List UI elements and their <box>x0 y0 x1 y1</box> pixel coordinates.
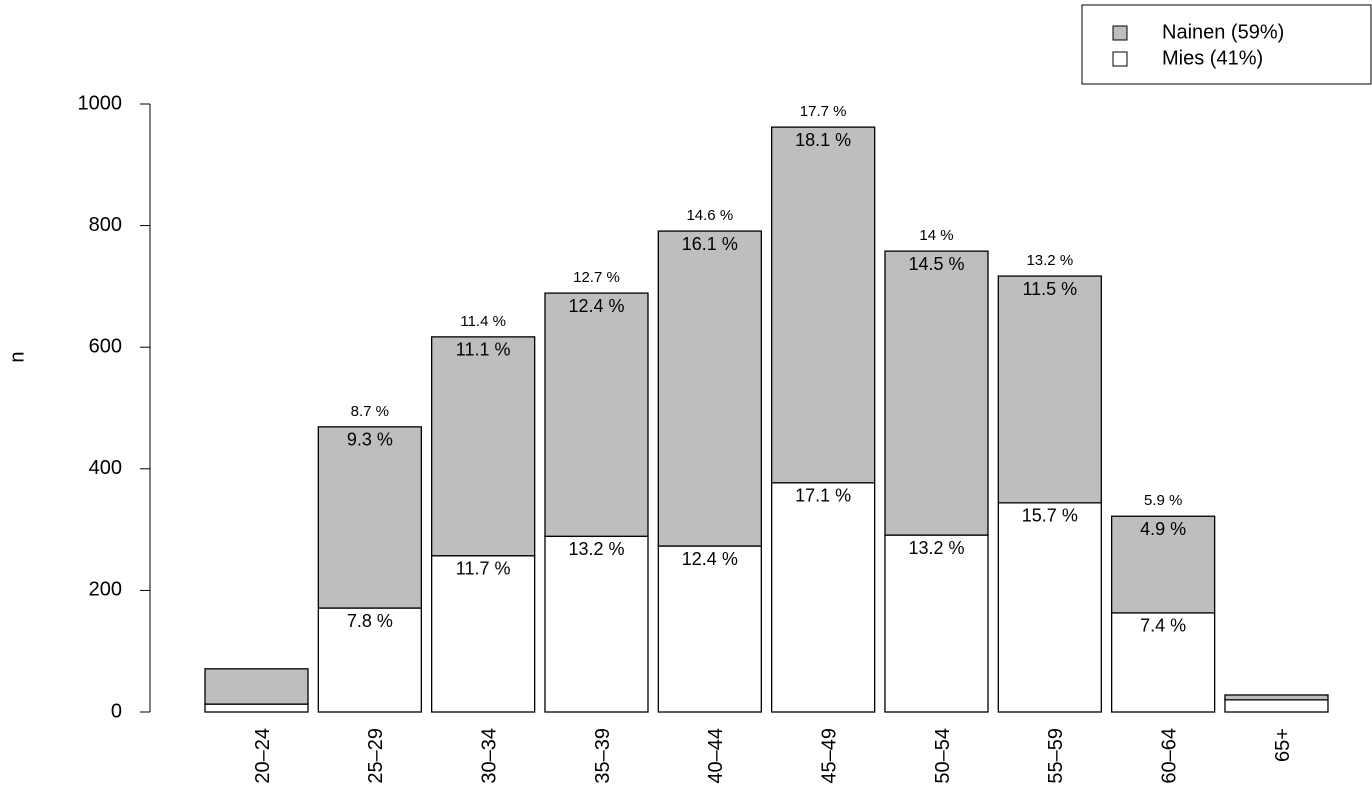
bar-segment <box>1224 699 1329 713</box>
total-label: 12.7 % <box>573 269 620 286</box>
x-tick-label: 35–39 <box>592 728 614 784</box>
x-tick-label: 60–64 <box>1158 728 1180 784</box>
segment-label: 12.4 % <box>568 296 624 316</box>
segment-label: 13.2 % <box>568 539 624 559</box>
x-tick-label: 55–59 <box>1045 728 1067 784</box>
total-label: 17.7 % <box>800 103 847 120</box>
y-tick-label: 800 <box>89 214 122 236</box>
x-tick-label: 45–49 <box>818 728 840 784</box>
segment-label: 17.1 % <box>795 486 851 506</box>
segment-label: 13.2 % <box>908 538 964 558</box>
total-label: 13.2 % <box>1026 252 1073 269</box>
total-label: 5.9 % <box>1144 492 1182 509</box>
y-tick-label: 200 <box>89 579 122 601</box>
x-tick-label: 40–44 <box>705 728 727 784</box>
segment-label: 12.4 % <box>682 549 738 569</box>
segment-label: 11.1 % <box>456 340 511 360</box>
legend-label: Mies (41%) <box>1162 47 1263 69</box>
segment-label: 16.1 % <box>682 234 738 254</box>
segment-label: 9.3 % <box>347 430 393 450</box>
y-tick-label: 0 <box>111 700 122 722</box>
x-tick-label: 65+ <box>1272 728 1294 762</box>
bar-segment <box>997 275 1102 504</box>
legend-box <box>1081 4 1372 85</box>
total-label: 14 % <box>919 227 953 244</box>
legend-label: Nainen (59%) <box>1162 21 1284 43</box>
segment-label: 11.5 % <box>1022 279 1077 299</box>
bar-segment <box>544 292 649 537</box>
bar-segment <box>317 607 422 713</box>
segment-label: 18.1 % <box>795 130 851 150</box>
y-tick-label: 600 <box>89 335 122 357</box>
bar-segment <box>771 482 876 713</box>
x-tick-label: 25–29 <box>365 728 387 784</box>
segment-label: 11.7 % <box>456 558 511 578</box>
bar-segment <box>204 703 309 713</box>
segment-label: 7.4 % <box>1140 616 1186 636</box>
x-tick-label: 30–34 <box>478 728 500 784</box>
y-axis-label: n <box>6 351 28 362</box>
y-tick-label: 1000 <box>78 92 123 114</box>
bar-segment <box>884 534 989 713</box>
bar-segment <box>884 250 989 536</box>
x-tick-label: 50–54 <box>932 728 954 784</box>
segment-label: 7.8 % <box>347 611 393 631</box>
segment-label: 14.5 % <box>908 254 964 274</box>
bar-segment <box>544 535 649 713</box>
bar-segment <box>1224 694 1329 701</box>
legend-swatch <box>1112 51 1128 67</box>
bar-segment <box>431 336 536 557</box>
bar-segment <box>1110 515 1216 614</box>
bar-segment <box>657 230 762 547</box>
bar-segment <box>997 502 1102 713</box>
bar-segment <box>431 555 536 713</box>
y-tick-label: 400 <box>89 457 122 479</box>
bar-segment <box>204 668 309 705</box>
bar-segment <box>1110 612 1216 713</box>
total-label: 14.6 % <box>686 207 733 224</box>
bar-segment <box>771 126 876 484</box>
total-label: 11.4 % <box>460 313 506 330</box>
total-label: 8.7 % <box>351 403 389 420</box>
x-tick-label: 20–24 <box>252 728 274 784</box>
segment-label: 4.9 % <box>1140 519 1186 539</box>
bar-segment <box>317 426 422 609</box>
legend-swatch <box>1112 25 1128 41</box>
bar-segment <box>657 545 762 713</box>
segment-label: 15.7 % <box>1022 506 1078 526</box>
